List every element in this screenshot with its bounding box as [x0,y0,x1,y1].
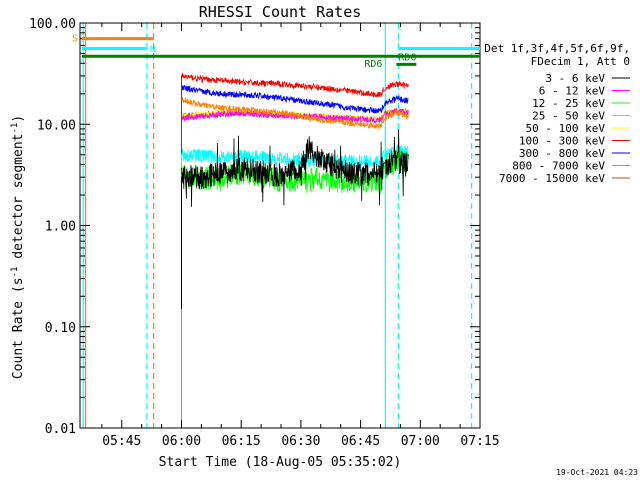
x-tick-label-6: 07:00 [401,434,440,449]
flag-label-4: RD0 [398,52,416,63]
x-tick-label-2: 06:00 [162,434,201,449]
series-line-7 [181,84,409,114]
y-axis-label-close: ) [11,115,26,123]
y-tick-label-5: 100.00 [29,17,76,32]
y-axis-label-tail: detector segment [11,134,26,267]
legend-entry-6: 100 - 300 keV [519,135,605,148]
legend-entry-9: 7000 - 15000 keV [499,172,605,185]
y-tick-label-2: 0.10 [45,321,76,336]
legend-entry-2: 6 - 12 keV [539,85,606,98]
legend-entry-8: 800 - 7000 keV [512,160,605,173]
legend-entry-7: 300 - 800 keV [519,147,605,160]
chart-title: RHESSI Count Rates [199,3,362,21]
y-axis-label-main: Count Rate (s [11,277,26,379]
x-tick-label-1: 05:45 [102,434,141,449]
legend-header-1: Det 1f,3f,4f,5f,6f,9f, [484,42,630,55]
x-tick-label-5: 06:45 [341,434,380,449]
y-tick-label-4: 10.00 [37,118,76,133]
legend: Det 1f,3f,4f,5f,6f,9f,FDecim 1, Att 0 3 -… [484,42,630,185]
series-line-8 [181,96,409,129]
y-tick-label-1: 0.01 [45,422,76,437]
legend-header-2: FDecim 1, Att 0 [531,55,630,68]
y-axis-label-exponent: -1 [10,267,20,278]
timestamp: 19-Oct-2021 04:23 [556,468,638,477]
series-line-6 [181,72,409,98]
flag-label-1: S [72,34,78,45]
legend-entry-5: 50 - 100 keV [526,122,606,135]
flag-label-3: RD6 [364,59,382,70]
x-tick-label-4: 06:30 [281,434,320,449]
axes: 05:45 06:00 06:15 06:30 06:45 07:00 07:15 0.01 0… [29,17,500,449]
x-tick-label-3: 06:15 [222,434,261,449]
flag-bars: S N RD6 RD0 [72,34,480,70]
x-axis-label: Start Time (18-Aug-05 05:35:02) [159,455,402,470]
y-tick-label-3: 1.00 [45,220,76,235]
series-line-1 [181,129,409,207]
legend-entry-3: 12 - 25 keV [532,97,605,110]
y-axis-label: Count Rate (s-1 detector segment-1) [10,115,26,379]
legend-entry-1: 3 - 6 keV [545,72,605,85]
y-axis-label-exponent-2: -1 [10,123,20,134]
flag-label-2: N [150,44,156,55]
legend-entry-4: 25 - 50 keV [532,110,605,123]
x-tick-label-7: 07:15 [460,434,499,449]
